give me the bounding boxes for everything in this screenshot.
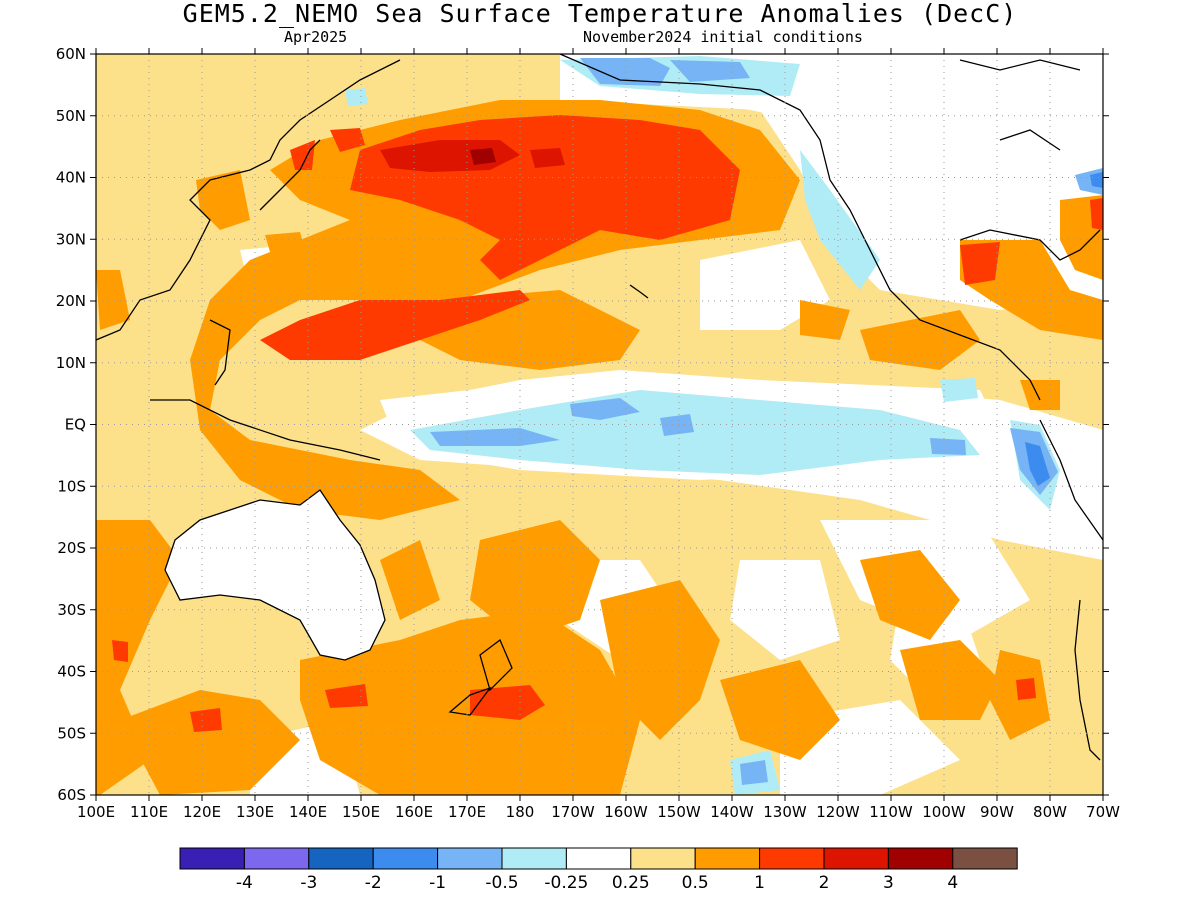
- colorbar-label: -2: [365, 873, 382, 893]
- colorbar-label: -1: [429, 873, 446, 893]
- hawaii-islands: [629, 284, 649, 299]
- philippines-coast: [209, 319, 231, 386]
- lon-label: 120W: [816, 803, 860, 821]
- colorbar-swatch: [437, 847, 503, 870]
- latitude-labels: 60N 50N 40N 30N 20N 10N EQ 10S 20S 30S 40S 50S 60S: [56, 45, 86, 804]
- lat-label: 60S: [57, 786, 86, 804]
- lat-label: 60N: [56, 45, 86, 63]
- indonesia-coast: [150, 399, 381, 461]
- forecast-month: Apr2025: [284, 28, 348, 46]
- lat-label: 30N: [56, 230, 86, 248]
- colorbar-swatch: [243, 847, 310, 870]
- lon-label: 140W: [710, 803, 754, 821]
- lon-label: 150E: [342, 803, 380, 821]
- south-america-coast: [1039, 419, 1103, 761]
- new-zealand-north: [479, 638, 513, 692]
- north-america-coast: [559, 54, 1041, 401]
- colorbar-swatch: [308, 847, 374, 870]
- lon-label: 180: [506, 803, 535, 821]
- warm-extreme-regions: [470, 148, 496, 165]
- warm-very-strong-regions: [380, 140, 565, 172]
- lat-label: 20N: [56, 292, 86, 310]
- lat-label: 30S: [57, 601, 86, 619]
- colorbar-label: 1: [754, 873, 765, 893]
- lat-label: 10S: [57, 477, 86, 495]
- new-zealand-south: [448, 686, 492, 716]
- lat-label: 50N: [56, 107, 86, 125]
- colorbar-label: 4: [947, 873, 958, 893]
- colorbar-swatch: [501, 847, 567, 870]
- colorbar-label: 0.5: [682, 873, 709, 893]
- colorbar-swatch: [952, 847, 1018, 870]
- gulf-coast: [959, 229, 1101, 261]
- lon-label: 100W: [922, 803, 966, 821]
- longitude-labels: 100E 110E 120E 130E 140E 150E 160E 170E 180 170W 1…: [77, 803, 1120, 821]
- lon-label: 130W: [763, 803, 807, 821]
- colorbar-label: -0.25: [544, 873, 588, 893]
- axis-ticks: [90, 48, 1109, 801]
- colorbar-swatch: [372, 847, 439, 870]
- canada-coast: [959, 59, 1081, 151]
- colorbar-label: 3: [883, 873, 894, 893]
- lon-label: 140E: [289, 803, 327, 821]
- colorbar-label: -4: [236, 873, 253, 893]
- colorbar-swatch: [759, 847, 825, 870]
- colorbar-label: 0.25: [612, 873, 650, 893]
- lon-label: 170E: [448, 803, 486, 821]
- lon-label: 110E: [130, 803, 168, 821]
- anomaly-field: [96, 54, 1103, 795]
- colorbar: -4 -3 -2 -1 -0.5 -0.25 0.25 0.5 1 2 3 4: [179, 847, 1018, 893]
- lon-label: 100E: [77, 803, 115, 821]
- lon-label: 160W: [604, 803, 648, 821]
- colorbar-swatch: [694, 847, 761, 870]
- lon-label: 80W: [1033, 803, 1067, 821]
- lon-label: 160E: [395, 803, 433, 821]
- colorbar-swatch: [823, 847, 889, 870]
- lon-label: 90W: [980, 803, 1014, 821]
- colorbar-swatch: [630, 847, 696, 870]
- lon-label: 150W: [657, 803, 701, 821]
- map-title: GEM5.2_NEMO Sea Surface Temperature Anom…: [182, 0, 1018, 28]
- colorbar-swatch: [565, 847, 632, 870]
- lat-label: 50S: [57, 724, 86, 742]
- lon-label: 70W: [1086, 803, 1120, 821]
- cool-strong-regions: [1025, 172, 1103, 486]
- colorbar-label: 2: [819, 873, 830, 893]
- asia-coast: [96, 59, 401, 341]
- lon-label: 110W: [869, 803, 913, 821]
- colorbar-label: -0.5: [485, 873, 518, 893]
- lon-label: 170W: [551, 803, 595, 821]
- japan-coast: [259, 139, 321, 211]
- colorbar-label: -3: [300, 873, 317, 893]
- lat-label: 40S: [57, 663, 86, 681]
- lat-label: 20S: [57, 539, 86, 557]
- lat-label: 10N: [56, 354, 86, 372]
- lat-label: 40N: [56, 169, 86, 187]
- lon-label: 130E: [236, 803, 274, 821]
- lat-label: EQ: [65, 416, 86, 434]
- lon-label: 120E: [183, 803, 221, 821]
- australia-landmass: [164, 489, 386, 661]
- initial-conditions-label: November2024 initial conditions: [583, 28, 863, 46]
- colorbar-swatch: [887, 847, 954, 870]
- colorbar-swatch: [179, 847, 245, 870]
- coastlines: [96, 54, 1103, 761]
